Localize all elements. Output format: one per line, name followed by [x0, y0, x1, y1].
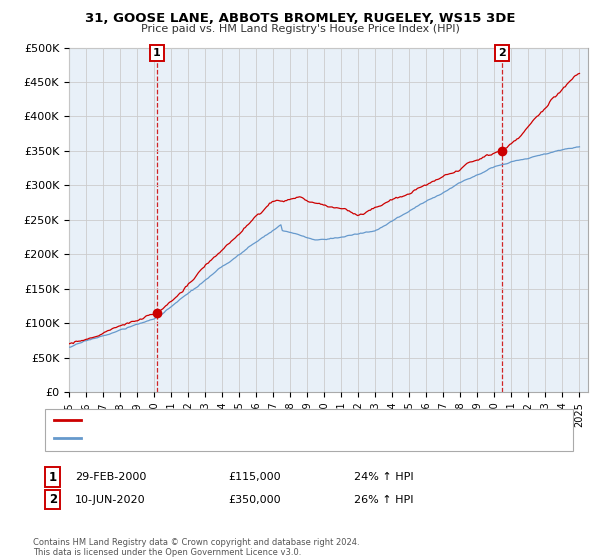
Text: 1: 1 — [49, 470, 57, 484]
Text: 10-JUN-2020: 10-JUN-2020 — [75, 494, 146, 505]
Text: 1: 1 — [153, 48, 161, 58]
Text: 24% ↑ HPI: 24% ↑ HPI — [354, 472, 413, 482]
Text: £350,000: £350,000 — [228, 494, 281, 505]
Text: 26% ↑ HPI: 26% ↑ HPI — [354, 494, 413, 505]
Text: Price paid vs. HM Land Registry's House Price Index (HPI): Price paid vs. HM Land Registry's House … — [140, 24, 460, 34]
Text: HPI: Average price, detached house, East Staffordshire: HPI: Average price, detached house, East… — [85, 433, 359, 444]
Text: 29-FEB-2000: 29-FEB-2000 — [75, 472, 146, 482]
Text: 31, GOOSE LANE, ABBOTS BROMLEY, RUGELEY, WS15 3DE (detached house): 31, GOOSE LANE, ABBOTS BROMLEY, RUGELEY,… — [85, 415, 469, 425]
Text: £115,000: £115,000 — [228, 472, 281, 482]
Text: Contains HM Land Registry data © Crown copyright and database right 2024.
This d: Contains HM Land Registry data © Crown c… — [33, 538, 359, 557]
Text: 2: 2 — [49, 493, 57, 506]
Text: 2: 2 — [498, 48, 506, 58]
Text: 31, GOOSE LANE, ABBOTS BROMLEY, RUGELEY, WS15 3DE: 31, GOOSE LANE, ABBOTS BROMLEY, RUGELEY,… — [85, 12, 515, 25]
